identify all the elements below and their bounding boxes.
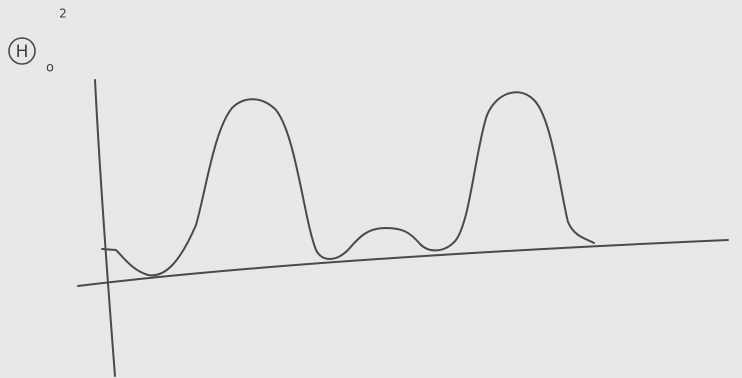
- label-subscript: o: [46, 61, 54, 76]
- label-superscript: 2: [59, 7, 67, 21]
- page: {"label": {"symbol": "H", "superscript":…: [0, 0, 742, 378]
- label-symbol: H: [16, 42, 29, 62]
- sketch: H 2 o: [0, 0, 742, 378]
